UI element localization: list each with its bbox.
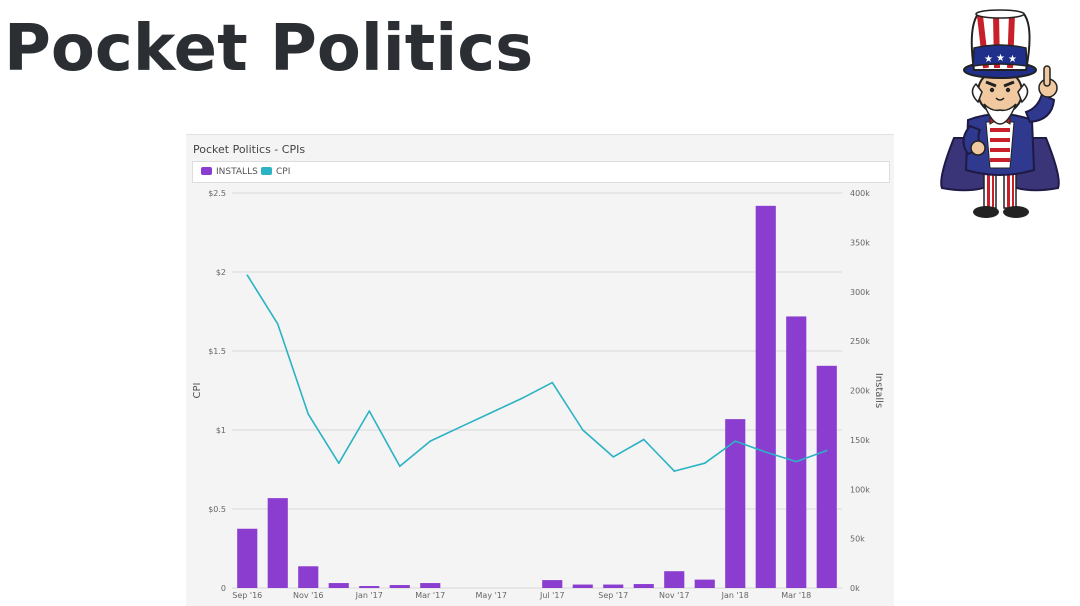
installs-bar bbox=[267, 498, 288, 588]
legend-item-cpi[interactable]: CPI bbox=[261, 167, 290, 177]
cpi-point bbox=[276, 323, 279, 325]
svg-text:★: ★ bbox=[996, 53, 1005, 64]
y2-tick-label: 150k bbox=[850, 436, 870, 445]
x-tick-label: Sep '16 bbox=[232, 591, 262, 600]
y-tick-label: $2 bbox=[216, 268, 226, 277]
cpi-point bbox=[398, 465, 401, 468]
chart-title: Pocket Politics - CPIs bbox=[193, 143, 306, 156]
y-tick-label: $1 bbox=[216, 426, 226, 435]
y2-tick-label: 250k bbox=[850, 337, 870, 346]
cpi-point bbox=[337, 462, 340, 464]
legend-item-installs[interactable]: INSTALLS bbox=[201, 167, 258, 177]
installs-bar bbox=[359, 586, 380, 588]
x-tick-label: Jul '17 bbox=[539, 591, 565, 600]
cpi-point bbox=[734, 440, 737, 442]
installs-bar bbox=[237, 528, 258, 588]
y2-axis-title: Installs bbox=[873, 373, 884, 408]
legend-swatch-installs bbox=[201, 167, 212, 175]
y2-tick-label: 50k bbox=[850, 535, 865, 544]
x-tick-label: Jan '18 bbox=[721, 591, 749, 600]
chart-legend: INSTALLS CPI bbox=[192, 161, 890, 183]
cpi-point bbox=[673, 470, 676, 472]
x-tick-label: Jan '17 bbox=[355, 591, 383, 600]
chart-panel: Pocket Politics - CPIs INSTALLS CPI 0 $0.… bbox=[186, 134, 894, 606]
cpi-line bbox=[246, 274, 828, 472]
cpi-point bbox=[581, 429, 584, 431]
y-tick-label: $0.5 bbox=[208, 505, 226, 514]
cpi-point bbox=[551, 381, 554, 384]
x-tick-label: Mar '17 bbox=[415, 591, 445, 600]
cpi-point bbox=[307, 413, 310, 416]
cpi-point bbox=[703, 462, 706, 464]
y2-tick-label: 400k bbox=[850, 189, 870, 198]
installs-bar bbox=[572, 584, 593, 588]
cpi-point bbox=[368, 410, 371, 412]
cpi-point bbox=[520, 397, 523, 400]
y-axis-title: CPI bbox=[192, 383, 203, 399]
cpi-point bbox=[795, 460, 798, 463]
x-tick-label: Sep '17 bbox=[598, 591, 628, 600]
installs-bar bbox=[603, 584, 624, 588]
x-tick-label: Mar '18 bbox=[781, 591, 811, 600]
installs-bar bbox=[786, 316, 807, 588]
x-tick-label: Nov '17 bbox=[659, 591, 690, 600]
x-tick-label: May '17 bbox=[476, 591, 507, 600]
svg-text:★: ★ bbox=[984, 54, 993, 65]
y2-tick-label: 350k bbox=[850, 238, 870, 247]
y-tick-label: $1.5 bbox=[208, 347, 226, 356]
x-tick-label: Nov '16 bbox=[293, 591, 324, 600]
y2-tick-label: 300k bbox=[850, 288, 870, 297]
y2-tick-label: 200k bbox=[850, 387, 870, 396]
cpi-point bbox=[459, 426, 462, 428]
installs-bar bbox=[755, 205, 776, 588]
combo-chart: 0 $0.5 $1 $1.5 $2 $2.5 0k 50k 100k 150k 200k 250k 30… bbox=[192, 189, 884, 600]
installs-bar bbox=[389, 585, 410, 588]
installs-bar bbox=[633, 584, 654, 588]
slide-title: Pocket Politics bbox=[4, 12, 534, 86]
installs-bar bbox=[816, 365, 837, 588]
y2-tick-label: 100k bbox=[850, 485, 870, 494]
legend-label-cpi: CPI bbox=[276, 167, 291, 177]
uncle-sam-icon: ★ ★ ★ bbox=[940, 9, 1060, 218]
legend-label-installs: INSTALLS bbox=[216, 167, 258, 177]
svg-text:★: ★ bbox=[1008, 54, 1017, 65]
installs-bar bbox=[725, 419, 746, 588]
y-tick-label: 0 bbox=[221, 584, 226, 593]
cpi-point bbox=[490, 411, 493, 414]
installs-bar bbox=[694, 579, 715, 588]
cpi-point bbox=[825, 449, 828, 452]
y-tick-label: $2.5 bbox=[208, 189, 226, 198]
installs-bar bbox=[664, 571, 685, 588]
cpi-point bbox=[246, 274, 249, 276]
legend-swatch-cpi bbox=[261, 167, 272, 175]
installs-bar bbox=[420, 583, 441, 588]
installs-bar bbox=[298, 566, 319, 588]
y2-tick-label: 0k bbox=[850, 584, 860, 593]
cpi-point bbox=[429, 440, 432, 442]
installs-bar bbox=[542, 580, 563, 588]
cpi-point bbox=[764, 451, 767, 453]
cpi-point bbox=[612, 456, 615, 458]
cpi-point bbox=[642, 438, 645, 441]
installs-bar bbox=[328, 583, 349, 588]
